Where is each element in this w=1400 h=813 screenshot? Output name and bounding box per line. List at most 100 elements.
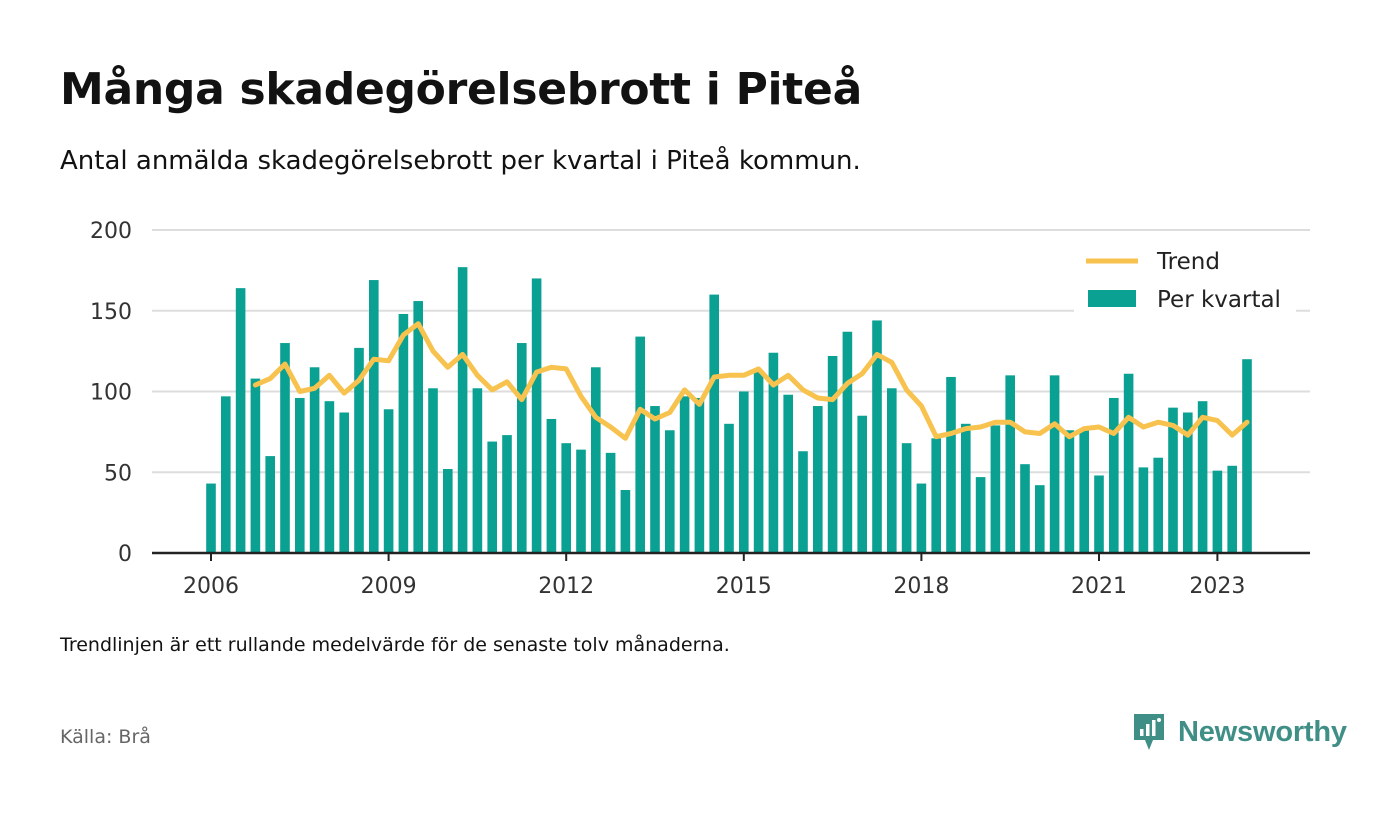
bar bbox=[531, 278, 542, 553]
legend-trend-label: Trend bbox=[1156, 249, 1220, 275]
y-tick-label: 0 bbox=[118, 542, 132, 567]
bar bbox=[739, 391, 749, 553]
bar bbox=[665, 430, 675, 553]
bar bbox=[1227, 465, 1237, 553]
x-tick-label: 2015 bbox=[716, 574, 772, 599]
bar bbox=[339, 412, 349, 553]
bar bbox=[1212, 470, 1223, 553]
brand-name: Newsworthy bbox=[1178, 715, 1347, 748]
bar bbox=[457, 267, 468, 553]
bar bbox=[324, 401, 335, 553]
bar bbox=[768, 352, 779, 553]
bar bbox=[798, 451, 808, 553]
bar bbox=[369, 280, 379, 553]
bar bbox=[827, 355, 838, 553]
bar bbox=[620, 490, 631, 553]
legend-bar-swatch bbox=[1088, 290, 1136, 307]
bar bbox=[250, 378, 261, 553]
newsworthy-logo-icon bbox=[1134, 714, 1164, 750]
bar bbox=[946, 376, 956, 553]
bar bbox=[472, 388, 483, 553]
bar bbox=[235, 288, 246, 553]
bar bbox=[1123, 373, 1134, 553]
bar bbox=[1153, 457, 1163, 553]
legend: Trend Per kvartal bbox=[1074, 246, 1296, 320]
bar bbox=[709, 294, 719, 553]
bar bbox=[887, 388, 897, 553]
bar bbox=[901, 443, 912, 553]
bar bbox=[1197, 401, 1208, 553]
chart: 0 50 100 150 200 2006 2009 2012 2015 2018 2021 202… bbox=[90, 219, 1310, 599]
y-tick-label: 100 bbox=[90, 381, 132, 406]
bar bbox=[813, 406, 823, 553]
chart-note: Trendlinjen är ett rullande medelvärde f… bbox=[60, 634, 730, 656]
bar bbox=[309, 367, 320, 553]
bar bbox=[383, 409, 394, 553]
bar bbox=[443, 469, 453, 553]
bar bbox=[502, 435, 512, 553]
bar bbox=[561, 443, 571, 553]
bar bbox=[753, 372, 764, 553]
bar bbox=[1094, 475, 1104, 553]
x-tick-label: 2018 bbox=[893, 574, 949, 599]
x-tick-label: 2021 bbox=[1071, 574, 1127, 599]
bar bbox=[265, 456, 275, 553]
bar bbox=[206, 483, 216, 553]
newsworthy-brand[interactable]: Newsworthy bbox=[1132, 712, 1347, 752]
bar bbox=[1109, 397, 1119, 553]
y-tick-label: 200 bbox=[90, 219, 132, 244]
bar bbox=[635, 336, 645, 553]
bar bbox=[1079, 430, 1089, 553]
x-tick-label: 2009 bbox=[361, 574, 417, 599]
bar-layer bbox=[206, 267, 1252, 553]
bar bbox=[724, 423, 734, 553]
x-tick-label: 2012 bbox=[538, 574, 594, 599]
bar bbox=[576, 449, 586, 553]
trend-line bbox=[252, 321, 1250, 441]
x-tick-label: 2006 bbox=[183, 574, 239, 599]
bar bbox=[487, 441, 497, 553]
bar bbox=[413, 301, 423, 553]
bar bbox=[546, 418, 557, 553]
bar bbox=[1020, 464, 1030, 553]
bar bbox=[1168, 407, 1178, 553]
bar bbox=[1064, 430, 1075, 553]
y-tick-label: 50 bbox=[104, 461, 132, 486]
bar bbox=[694, 397, 705, 553]
bar bbox=[872, 320, 882, 553]
bar bbox=[280, 343, 290, 553]
bar bbox=[354, 347, 364, 553]
bar bbox=[517, 343, 527, 553]
bar bbox=[1183, 412, 1193, 553]
bar bbox=[605, 452, 616, 553]
bar bbox=[975, 477, 986, 553]
bar bbox=[1049, 375, 1060, 553]
axis-layer: 2006 2009 2012 2015 2018 2021 2023 bbox=[152, 551, 1310, 599]
bar bbox=[650, 406, 660, 553]
chart-title: Många skadegörelsebrott i Piteå bbox=[60, 64, 862, 115]
bar bbox=[679, 396, 690, 553]
legend-background bbox=[1074, 246, 1296, 320]
source-credit: Källa: Brå bbox=[60, 726, 151, 748]
bar bbox=[1035, 485, 1045, 553]
chart-subtitle: Antal anmälda skadegörelsebrott per kvar… bbox=[60, 146, 861, 176]
bar bbox=[961, 423, 971, 553]
trend-layer bbox=[252, 321, 1250, 441]
bar bbox=[398, 313, 409, 553]
bar bbox=[783, 394, 793, 553]
x-tick-label: 2023 bbox=[1189, 574, 1245, 599]
bar bbox=[295, 397, 305, 553]
bar bbox=[1138, 467, 1149, 553]
bar bbox=[916, 483, 927, 553]
bar bbox=[591, 367, 601, 553]
bar bbox=[842, 331, 853, 553]
bar bbox=[857, 415, 867, 553]
bar bbox=[221, 396, 231, 553]
bar bbox=[990, 425, 1001, 553]
bar bbox=[1005, 375, 1015, 553]
bar bbox=[1242, 359, 1252, 553]
y-tick-label: 150 bbox=[90, 300, 132, 325]
bar bbox=[428, 388, 438, 553]
bar bbox=[931, 438, 941, 553]
legend-bar-label: Per kvartal bbox=[1157, 287, 1281, 313]
